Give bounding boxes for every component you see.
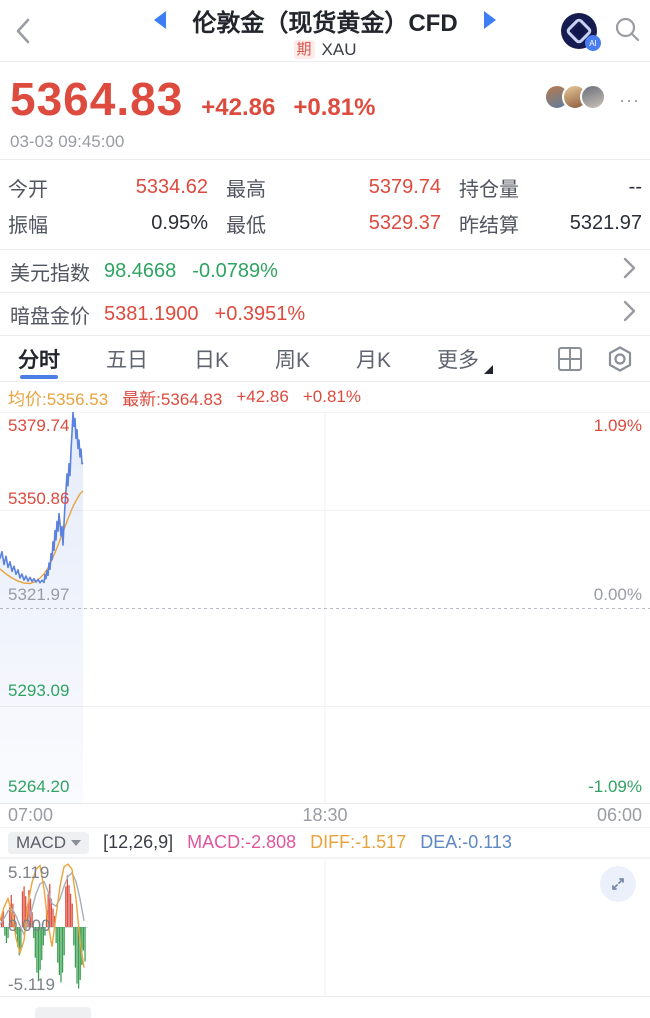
search-icon [615,17,640,41]
macd-plot [0,858,650,998]
tab-minute[interactable]: 分时 [18,336,60,382]
y-label-low: 5264.20 [8,777,70,796]
chevron-right-icon [623,300,636,328]
stat-high: 最高 5379.74 [226,176,441,202]
y-label-mid-up: 5350.86 [8,489,70,508]
y-label-mid-dn: 5293.09 [8,681,70,700]
y-label-close: 5321.97 [8,585,70,604]
commentators-avatars[interactable] [544,84,606,110]
stat-amplitude: 振幅 0.95% [8,211,208,237]
latest-change: +42.86 [236,387,289,406]
search-button[interactable] [614,16,640,47]
corner-triangle-icon [484,364,494,374]
dea-value: DEA:-0.113 [420,832,512,852]
indicator-selector[interactable]: MACD [8,831,90,854]
period-tabbar: 分时 五日 日K 周K 月K 更多 [0,336,650,382]
quote-timestamp: 03-03 09:45:00 [10,132,125,151]
diff-value: DIFF:-1.517 [310,832,407,852]
tab-daily-k[interactable]: 日K [194,348,230,372]
last-price: 5364.83 [10,73,184,125]
macd-y-zero: 0.000 [8,916,51,935]
stat-open: 今开 5334.62 [8,176,208,202]
latest-change-pct: +0.81% [302,387,361,406]
tab-monthly-k[interactable]: 月K [356,348,392,372]
app-bar: 伦敦金（现货黄金）CFD 期 XAU AI [0,0,650,62]
time-axis: 07:00 18:30 06:00 [0,804,650,828]
title-block: 伦敦金（现货黄金）CFD 期 XAU [0,0,650,62]
pct-label-down: -1.09% [588,777,642,796]
avatar [580,84,606,110]
expand-icon [612,878,624,890]
darkpool-gold-row[interactable]: 暗盘金价 5381.1900 +0.3951% [0,293,650,336]
back-button[interactable] [0,0,46,62]
usd-index-row[interactable]: 美元指数 98.4668 -0.0789% [0,250,650,293]
macd-y-top: 5.119 [8,863,50,882]
grid-layout-icon[interactable] [556,345,584,373]
time-tick-start: 07:00 [8,805,54,825]
next-instrument-icon[interactable] [483,11,496,29]
macd-params: [12,26,9] [103,832,174,852]
latest-price-label: 最新:5364.83 [122,389,223,409]
symbol-code: XAU [321,39,357,59]
tab-weekly-k[interactable]: 周K [275,348,311,372]
macd-value: MACD:-2.808 [187,832,297,852]
tab-more[interactable]: 更多 [437,336,494,382]
expand-chart-button[interactable] [600,866,636,902]
time-tick-end: 06:00 [596,805,642,825]
pct-label-up: 1.09% [593,416,642,435]
more-options-icon[interactable]: ··· [619,90,640,110]
bottom-strip [0,997,650,1018]
stat-prev-settle: 昨结算 5321.97 [459,211,642,237]
prev-instrument-icon[interactable] [154,11,167,29]
stat-low: 最低 5329.37 [226,211,441,237]
back-chevron-icon [16,18,30,43]
indicator-header: MACD [12,26,9] MACD:-2.808 DIFF:-1.517 D… [0,828,650,857]
avg-price-label: 均价:5356.53 [8,389,109,409]
quote-section: 5364.83 +42.86 +0.81% 03-03 09:45:00 ··· [0,62,650,160]
time-tick-middle: 18:30 [302,805,348,825]
stats-grid: 今开 5334.62 最高 5379.74 持仓量 -- 振幅 0.95% 最低 5329… [0,160,650,250]
price-change-pct: +0.81% [293,94,376,121]
futures-badge: 期 [293,40,315,59]
y-label-high: 5379.74 [8,416,70,435]
intraday-chart[interactable]: 5379.74 5350.86 5321.97 5293.09 5264.20 … [0,412,650,804]
price-change: +42.86 [201,94,276,121]
settings-icon[interactable] [606,345,634,373]
ai-assistant-button[interactable]: AI [560,12,601,51]
caret-down-icon [71,839,82,846]
chevron-right-icon [623,257,636,285]
macd-chart[interactable]: 5.119 0.000 -5.119 [0,857,650,998]
price-plot [0,412,650,804]
page-title: 伦敦金（现货黄金）CFD [192,9,458,37]
pct-label-zero: 0.00% [593,585,642,604]
tab-5day[interactable]: 五日 [106,348,148,372]
next-indicator-chip-partial[interactable] [35,1007,91,1018]
ai-badge: AI [585,35,601,51]
chart-info-line: 均价:5356.53 最新:5364.83 +42.86 +0.81% [0,382,650,412]
macd-y-bottom: -5.119 [8,975,55,994]
stat-open-interest: 持仓量 -- [459,176,642,202]
